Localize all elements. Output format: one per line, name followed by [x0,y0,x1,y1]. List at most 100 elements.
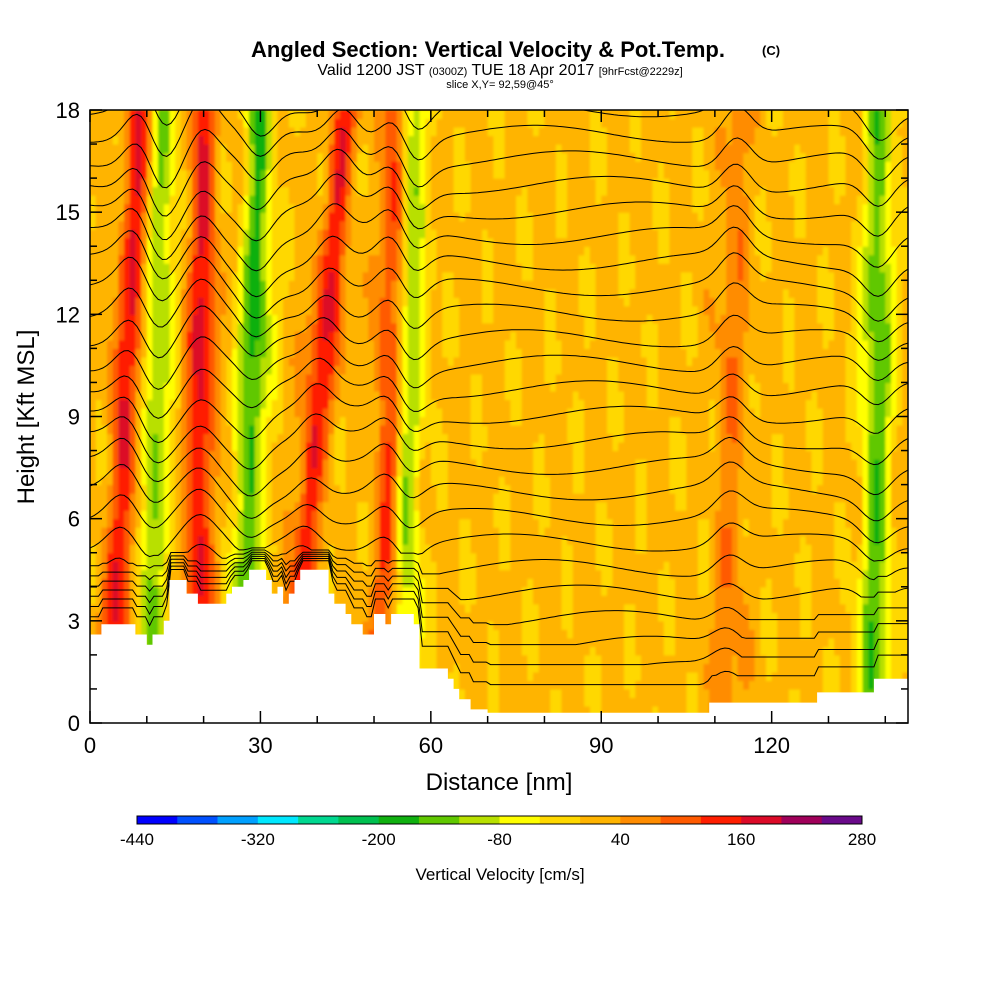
velocity-cell [391,425,398,435]
velocity-cell [163,373,171,384]
velocity-cell [146,629,154,639]
velocity-cell [277,339,284,349]
velocity-cell [328,467,335,477]
velocity-cell [396,314,404,324]
velocity-cell [436,263,443,273]
velocity-cell [305,382,313,392]
velocity-cell [470,356,477,367]
velocity-cell [345,144,352,154]
velocity-cell [158,416,165,426]
velocity-cell [243,229,250,239]
velocity-cell [90,450,97,460]
velocity-cell [135,135,142,145]
velocity-cell [464,646,472,656]
velocity-cell [362,484,369,494]
velocity-cell [101,399,108,409]
velocity-cell [311,314,318,324]
velocity-cell [408,544,415,554]
velocity-cell [237,297,244,307]
velocity-cell [129,561,137,571]
velocity-cell [391,467,398,477]
velocity-cell [413,169,421,179]
velocity-cell [192,356,199,367]
velocity-cell [464,399,472,409]
velocity-cell [476,382,483,392]
velocity-cell [356,578,364,588]
velocity-cell [419,152,426,162]
velocity-cell [237,407,244,418]
velocity-cell [209,416,216,426]
velocity-cell [118,578,125,588]
velocity-cell [186,407,193,418]
velocity-cell [158,603,165,613]
velocity-cell [453,331,460,341]
velocity-cell [305,561,313,571]
velocity-cell [419,263,426,273]
velocity-cell [419,169,426,179]
velocity-cell [95,280,102,290]
velocity-cell [197,535,205,545]
velocity-cell [351,527,358,537]
velocity-cell [277,561,284,571]
velocity-cell [374,501,381,511]
velocity-cell [476,110,483,120]
velocity-cell [305,339,313,349]
velocity-cell [135,365,142,375]
velocity-cell [163,305,171,315]
velocity-cell [374,195,381,205]
velocity-cell [345,161,352,171]
velocity-cell [232,152,239,162]
velocity-cell [396,603,404,613]
velocity-cell [419,373,426,384]
velocity-cell [175,348,182,358]
velocity-cell [419,646,426,656]
velocity-cell [260,416,267,426]
velocity-cell [90,314,97,324]
velocity-cell [300,110,307,120]
velocity-cell [300,195,307,205]
velocity-cell [374,305,381,315]
velocity-cell [328,356,335,367]
velocity-cell [141,118,148,128]
velocity-cell [294,297,301,307]
velocity-cell [356,569,364,579]
velocity-cell [464,569,472,579]
velocity-cell [203,399,210,409]
velocity-cell [152,263,159,273]
velocity-cell [232,195,239,205]
velocity-cell [197,152,205,162]
velocity-cell [464,297,472,307]
velocity-cell [334,450,341,460]
velocity-cell [459,135,466,145]
velocity-cell [288,459,296,469]
velocity-cell [158,433,165,443]
velocity-cell [107,373,114,384]
velocity-cell [300,339,307,349]
velocity-cell [214,246,222,256]
velocity-cell [334,416,341,426]
velocity-cell [442,459,449,469]
velocity-cell [203,237,210,247]
velocity-cell [158,178,165,188]
velocity-cell [317,314,324,324]
velocity-cell [339,246,347,256]
velocity-cell [124,339,131,349]
velocity-cell [283,339,290,349]
velocity-cell [146,518,154,528]
velocity-cell [442,135,449,145]
velocity-cell [90,578,97,588]
velocity-cell [470,663,477,673]
velocity-cell [379,552,386,562]
velocity-cell [362,161,369,171]
velocity-cell [300,561,307,571]
velocity-cell [396,493,404,503]
velocity-cell [453,561,460,571]
velocity-cell [328,203,335,213]
velocity-cell [220,569,227,579]
velocity-cell [334,220,341,230]
velocity-cell [470,501,477,511]
velocity-cell [214,493,222,503]
velocity-cell [322,544,330,554]
velocity-cell [374,493,381,503]
velocity-cell [430,399,438,409]
